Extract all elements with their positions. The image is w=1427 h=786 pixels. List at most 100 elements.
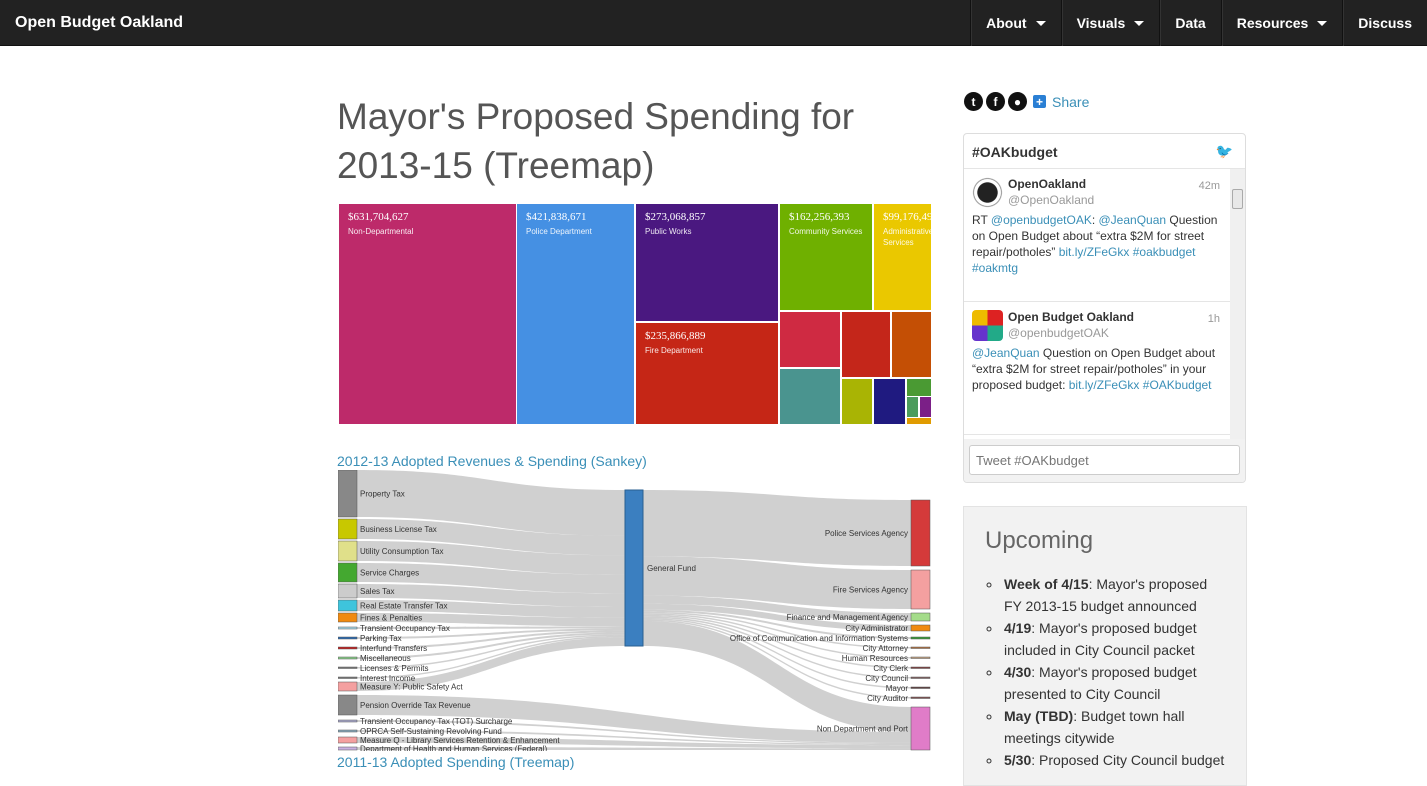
sankey-source-node[interactable] (338, 694, 358, 716)
sankey-source-node[interactable] (338, 736, 358, 744)
treemap-cell-small[interactable] (907, 397, 918, 417)
tweet-text: Question on Open Budget about “extra $2M… (972, 346, 1216, 392)
tweet-scrollbar[interactable] (1230, 169, 1245, 441)
tweet-link[interactable]: @JeanQuan (972, 346, 1040, 360)
treemap-cell-small[interactable] (892, 312, 931, 377)
sankey-node-general-fund[interactable] (624, 489, 644, 647)
tweet-link[interactable]: #oakbudget (1132, 245, 1196, 259)
plus-icon[interactable]: + (1033, 95, 1046, 109)
sankey-target-node[interactable] (910, 569, 931, 610)
sankey-source-node[interactable] (338, 626, 358, 630)
sankey-target-node[interactable] (910, 666, 931, 669)
sankey-target-node[interactable] (910, 499, 931, 567)
treemap-cell[interactable]: $631,704,627 Non-Departmental (339, 204, 516, 424)
tweet-link[interactable]: @openbudgetOAK (990, 213, 1092, 227)
nav-about[interactable]: About (970, 0, 1060, 46)
sankey-target-node[interactable] (910, 656, 931, 659)
sankey-target-node[interactable] (910, 612, 931, 622)
sankey-target-node[interactable] (910, 696, 931, 699)
treemap-cell-small[interactable] (842, 379, 872, 424)
sankey-source-label: Parking Tax (360, 634, 402, 643)
sankey-source-node[interactable] (338, 612, 358, 623)
tweet-link[interactable]: @JeanQuan (1098, 213, 1167, 227)
twitter-widget-header: #OAKbudget 🐦 (964, 134, 1245, 169)
tweet-link[interactable]: bit.ly/ZFeGkx (1058, 245, 1130, 259)
sankey-target-node[interactable] (910, 686, 931, 689)
sankey-source-node[interactable] (338, 518, 358, 540)
sankey-source-node[interactable] (338, 666, 358, 669)
facebook-icon[interactable]: f (986, 92, 1005, 111)
scroll-thumb[interactable] (1232, 189, 1243, 209)
sankey-source-node[interactable] (338, 746, 358, 751)
sankey-source-node[interactable] (338, 636, 358, 640)
upcoming-item: May (TBD): Budget town hall meetings cit… (1002, 705, 1225, 749)
treemap-2011-link[interactable]: 2011-13 Adopted Spending (Treemap) (337, 754, 575, 770)
treemap-cell[interactable]: $235,866,889 Fire Department (636, 323, 778, 424)
tweet-handle[interactable]: @openbudgetOAK (1008, 326, 1109, 340)
tweet-body: @JeanQuan Question on Open Budget about … (972, 345, 1224, 393)
sankey-source-node[interactable] (338, 599, 358, 612)
tweet-author[interactable]: OpenOakland (1008, 177, 1087, 191)
cell-label: Police Department (526, 227, 592, 236)
sankey-source-label: Real Estate Transfer Tax (360, 602, 447, 611)
avatar[interactable] (972, 177, 1003, 208)
sankey-flow (357, 635, 625, 679)
treemap-cell-small[interactable] (920, 397, 931, 417)
treemap-cell[interactable]: $421,838,671 Police Department (517, 204, 634, 424)
sankey-source-node[interactable] (338, 470, 358, 518)
sankey-source-node[interactable] (338, 562, 358, 583)
treemap-cell-small[interactable] (907, 379, 931, 396)
tweet-author[interactable]: Open Budget Oakland (1008, 310, 1135, 324)
nav-discuss[interactable]: Discuss (1342, 0, 1427, 46)
sankey-flow (643, 556, 911, 609)
tweet-link[interactable]: #OAKbudget (1142, 378, 1212, 392)
avatar[interactable] (972, 310, 1003, 341)
treemap-cell-small[interactable] (780, 312, 840, 367)
sankey-diagram: General Fund Property Tax Business License… (338, 470, 931, 751)
tweet-list[interactable]: OpenOakland @OpenOakland 42m RT @openbudget… (964, 169, 1232, 441)
tweet-handle[interactable]: @OpenOakland (1008, 193, 1095, 207)
tweet-link[interactable]: bit.ly/ZFeGkx (1068, 378, 1140, 392)
sankey-source-node[interactable] (338, 646, 358, 650)
sankey-target-node[interactable] (910, 676, 931, 679)
twitter-bird-icon[interactable]: 🐦 (1215, 143, 1233, 159)
nav-visuals[interactable]: Visuals (1060, 0, 1160, 46)
sankey-flow (643, 609, 911, 639)
twitter-icon[interactable]: t (964, 92, 983, 111)
sankey-source-node[interactable] (338, 719, 358, 723)
tweet-link[interactable]: #oakmtg (972, 261, 1019, 275)
tweet-time[interactable]: 1h (1207, 313, 1220, 325)
brand-link[interactable]: Open Budget Oakland (15, 14, 184, 31)
sankey-target-node[interactable] (910, 706, 931, 751)
nav-data[interactable]: Data (1159, 0, 1220, 46)
sankey-target-node[interactable] (910, 646, 931, 649)
treemap-cell-small[interactable] (874, 379, 905, 424)
sankey-source-node[interactable] (338, 656, 358, 660)
sankey-source-node[interactable] (338, 681, 358, 692)
sankey-flow (643, 619, 911, 699)
treemap-cell[interactable]: $162,256,393 Community Services (780, 204, 872, 310)
sankey-source-node[interactable] (338, 729, 358, 733)
tweet-input[interactable] (969, 445, 1240, 475)
share-link[interactable]: Share (1052, 93, 1090, 110)
tweet-time[interactable]: 42m (1198, 180, 1220, 192)
sankey-source-node[interactable] (338, 583, 358, 599)
treemap-cell-small[interactable] (780, 369, 840, 424)
sankey-flow (357, 632, 625, 659)
tweet-body: RT @openbudgetOAK: @JeanQuan Question on… (972, 212, 1224, 276)
treemap-cell[interactable]: $99,176,49 Administrative Services (874, 204, 931, 310)
nav-resources[interactable]: Resources (1220, 0, 1343, 46)
nav-label: Resources (1236, 15, 1309, 31)
sankey-source-node[interactable] (338, 540, 358, 562)
sankey-target-node[interactable] (910, 624, 931, 632)
sankey-target-label: Human Resources (842, 654, 908, 663)
sankey-target-node[interactable] (910, 636, 931, 640)
treemap-cell-small[interactable] (907, 418, 931, 424)
sankey-flow (357, 695, 911, 743)
github-icon[interactable]: ● (1008, 92, 1027, 111)
sankey-source-node[interactable] (338, 676, 358, 679)
sankey-flow (357, 634, 625, 669)
treemap-cell[interactable]: $273,068,857 Public Works (636, 204, 778, 321)
treemap-cell-small[interactable] (842, 312, 890, 377)
sankey-link[interactable]: 2012-13 Adopted Revenues & Spending (San… (337, 453, 647, 469)
